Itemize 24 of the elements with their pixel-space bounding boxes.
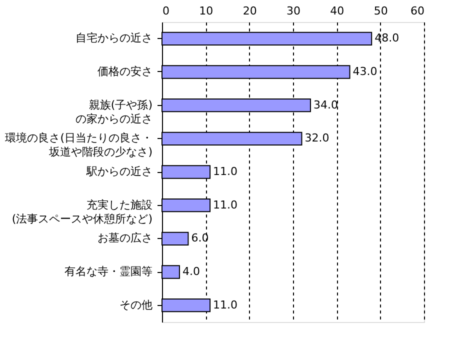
y-tick-label: 環境の良さ(日当たりの良さ・坂道や階段の少なさ)	[5, 132, 152, 159]
data-label: 11.0	[213, 165, 238, 178]
data-label: 11.0	[213, 298, 238, 312]
y-tick-label: その他	[120, 298, 152, 312]
x-tick-label: 20	[242, 4, 257, 18]
y-tick-label: 親族(子や孫)の家からの近さ	[76, 98, 152, 126]
data-label: 11.0	[213, 198, 238, 212]
data-label: 34.0	[313, 98, 338, 112]
data-label: 4.0	[182, 265, 200, 278]
y-tick-label: 充実した施設(法事スペースや休憩所など)	[12, 198, 152, 226]
y-tick-label: 価格の安さ	[98, 65, 152, 78]
x-tick-label: 0	[162, 4, 170, 18]
y-tick-label: お墓の広さ	[98, 232, 152, 245]
x-tick-label: 30	[286, 4, 300, 18]
y-tick-label: 自宅からの近さ	[76, 32, 152, 45]
data-label: 48.0	[374, 32, 400, 45]
x-tick-label: 60	[410, 4, 424, 18]
y-tick-label: 有名な寺・霊園等	[64, 265, 152, 278]
x-tick-label: 40	[330, 4, 344, 18]
data-label: 43.0	[352, 65, 378, 78]
data-label: 32.0	[304, 132, 330, 145]
x-tick-label: 10	[199, 4, 214, 18]
x-tick-label: 50	[374, 4, 388, 18]
y-tick-label: 駅からの近さ	[86, 165, 152, 178]
